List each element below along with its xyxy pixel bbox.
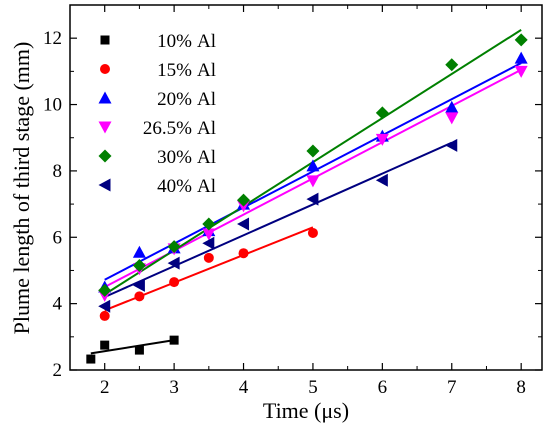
legend-label-15pct: 15% <box>157 60 192 81</box>
legend-marker-30pct <box>98 149 112 163</box>
point-30pct <box>202 217 216 231</box>
point-30pct <box>514 33 528 47</box>
plot-frame <box>69 4 543 371</box>
point-26-5pct <box>202 228 216 241</box>
point-15pct <box>238 248 249 259</box>
point-15pct <box>307 227 318 238</box>
legend-suffix: Al <box>197 60 216 81</box>
point-30pct <box>237 193 251 207</box>
point-26-5pct <box>306 175 320 188</box>
point-40pct <box>202 236 215 250</box>
point-10pct <box>86 354 96 364</box>
point-30pct <box>306 144 320 158</box>
legend-marker-10pct <box>100 35 110 45</box>
point-40pct <box>167 256 180 270</box>
point-40pct <box>306 192 319 206</box>
legend-suffix: Al <box>197 118 216 139</box>
legend-suffix: Al <box>197 147 216 168</box>
fit-line-10pct <box>90 339 175 355</box>
point-30pct <box>445 58 459 72</box>
legend-label-40pct: 40% <box>157 176 192 197</box>
x-tick-label: 3 <box>169 377 179 398</box>
legend-suffix: Al <box>197 31 216 52</box>
point-20pct <box>306 159 320 172</box>
x-tick-label: 2 <box>100 377 110 398</box>
y-tick-label: 2 <box>53 360 63 381</box>
x-tick-label: 6 <box>378 377 388 398</box>
point-15pct <box>203 252 214 263</box>
point-40pct <box>132 278 145 292</box>
point-30pct <box>132 258 146 272</box>
y-tick-label: 10 <box>43 95 62 116</box>
point-30pct <box>98 283 112 297</box>
point-15pct <box>169 277 180 288</box>
legend-label-26-5pct: 26.5% <box>143 118 192 139</box>
point-40pct <box>375 173 388 187</box>
legend-suffix: Al <box>197 176 216 197</box>
point-15pct <box>134 291 145 302</box>
x-tick-label: 7 <box>447 377 457 398</box>
fit-line-40pct <box>104 141 453 298</box>
point-15pct <box>99 310 110 321</box>
x-tick-label: 5 <box>308 377 318 398</box>
x-tick-label: 8 <box>516 377 526 398</box>
x-tick-label: 4 <box>239 377 249 398</box>
y-tick-label: 8 <box>53 161 63 182</box>
point-26-5pct <box>445 112 459 125</box>
legend-suffix: Al <box>197 89 216 110</box>
point-10pct <box>100 340 110 350</box>
point-10pct <box>169 335 179 345</box>
legend-marker-15pct <box>100 64 110 74</box>
legend-marker-40pct <box>98 178 111 192</box>
point-30pct <box>167 240 181 254</box>
legend-label-20pct: 20% <box>157 89 192 110</box>
point-40pct <box>98 299 111 313</box>
axis-ticks: 2 3 4 5 6 7 8 2 4 6 8 10 12 <box>43 4 542 398</box>
point-40pct <box>445 138 458 152</box>
y-tick-label: 6 <box>53 227 63 248</box>
point-40pct <box>237 217 250 231</box>
y-axis-title: Plume length of third stage (mm) <box>9 42 34 335</box>
x-axis-title: Time (μs) <box>263 398 349 423</box>
y-tick-label: 4 <box>53 294 63 315</box>
point-20pct <box>132 245 146 258</box>
legend-marker-26-5pct <box>98 121 112 134</box>
point-20pct <box>445 100 459 113</box>
point-26-5pct <box>514 65 528 78</box>
point-10pct <box>134 345 144 355</box>
legend-label-10pct: 10% <box>157 31 192 52</box>
point-20pct <box>514 51 528 64</box>
point-26-5pct <box>375 133 389 146</box>
data-points <box>86 33 528 364</box>
y-tick-label: 12 <box>43 28 62 49</box>
legend-label-30pct: 30% <box>157 147 192 168</box>
legend-marker-20pct <box>98 91 112 104</box>
point-30pct <box>375 106 389 120</box>
